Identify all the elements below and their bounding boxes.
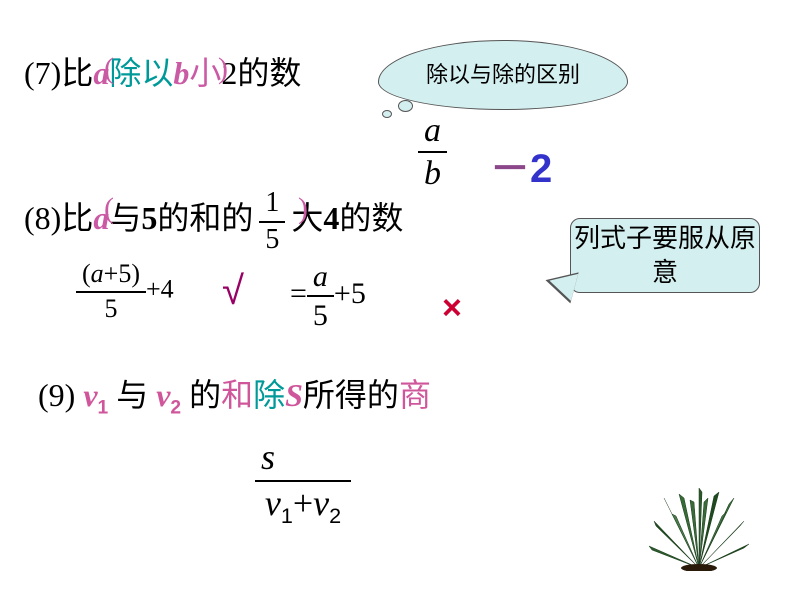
numerator: 1	[259, 188, 285, 223]
text: 与	[109, 200, 141, 236]
two: 2	[530, 147, 552, 191]
paren: (	[104, 192, 114, 226]
plant-icon	[644, 486, 754, 571]
text: 所得的	[303, 377, 399, 413]
var-v1: v1	[83, 377, 108, 413]
text: 与	[108, 377, 156, 413]
final-fraction: s v1+v2	[255, 438, 351, 528]
numerator: a	[418, 112, 447, 153]
text: 除以	[109, 55, 173, 91]
thought-bubble-dot	[382, 110, 392, 118]
var-b: b	[173, 55, 189, 91]
numerator: a	[307, 260, 334, 297]
minus-two: －2	[490, 136, 552, 194]
paren: )	[218, 52, 228, 86]
denominator: v1+v2	[259, 482, 347, 528]
numerator: (a+5)	[76, 260, 146, 293]
text: 的和的	[157, 200, 253, 236]
text: 的	[181, 377, 221, 413]
cross-mark: ×	[442, 289, 462, 328]
text: (8)比	[24, 200, 93, 236]
cloud-text: 除以与除的区别	[426, 61, 580, 90]
check-mark: √	[222, 269, 244, 314]
fraction-a-over-b: a b	[418, 112, 447, 193]
cloud-callout: 除以与除的区别	[378, 40, 628, 110]
paren: )	[298, 192, 308, 226]
text: 4	[323, 200, 339, 236]
text: 和	[221, 377, 253, 413]
paren: (	[104, 52, 114, 86]
line-9: (9) v1 与 v2 的和除S所得的商	[38, 370, 431, 419]
text: (9)	[38, 377, 83, 413]
denominator: b	[418, 153, 447, 192]
text: 5	[141, 200, 157, 236]
speech-text: 列式子要服从原意	[571, 222, 759, 290]
numerator: s	[255, 438, 351, 482]
text: 的数	[237, 55, 301, 91]
text: 商	[399, 377, 431, 413]
text: 除	[253, 377, 285, 413]
denominator: 5	[99, 293, 124, 324]
text: 小	[189, 55, 221, 91]
var-v2: v2	[156, 377, 181, 413]
tail: +5	[334, 277, 366, 310]
text: 的数	[339, 200, 403, 236]
tail: +4	[146, 275, 174, 304]
dash: －	[490, 147, 530, 191]
line-7: (7)比a除以b小2的数	[24, 48, 301, 94]
line-8: (8)比a与5的和的 1 5 大4的数	[24, 188, 403, 256]
expression-left: (a+5) 5 +4	[76, 260, 174, 323]
denominator: 5	[307, 297, 334, 332]
text: (7)比	[24, 55, 93, 91]
var-S: S	[285, 377, 303, 413]
denominator: 5	[259, 223, 285, 256]
thought-bubble-dot	[398, 100, 413, 112]
speech-callout: 列式子要服从原意	[570, 218, 760, 293]
expression-right: = a 5 +5	[290, 260, 366, 332]
equals: =	[290, 277, 307, 310]
